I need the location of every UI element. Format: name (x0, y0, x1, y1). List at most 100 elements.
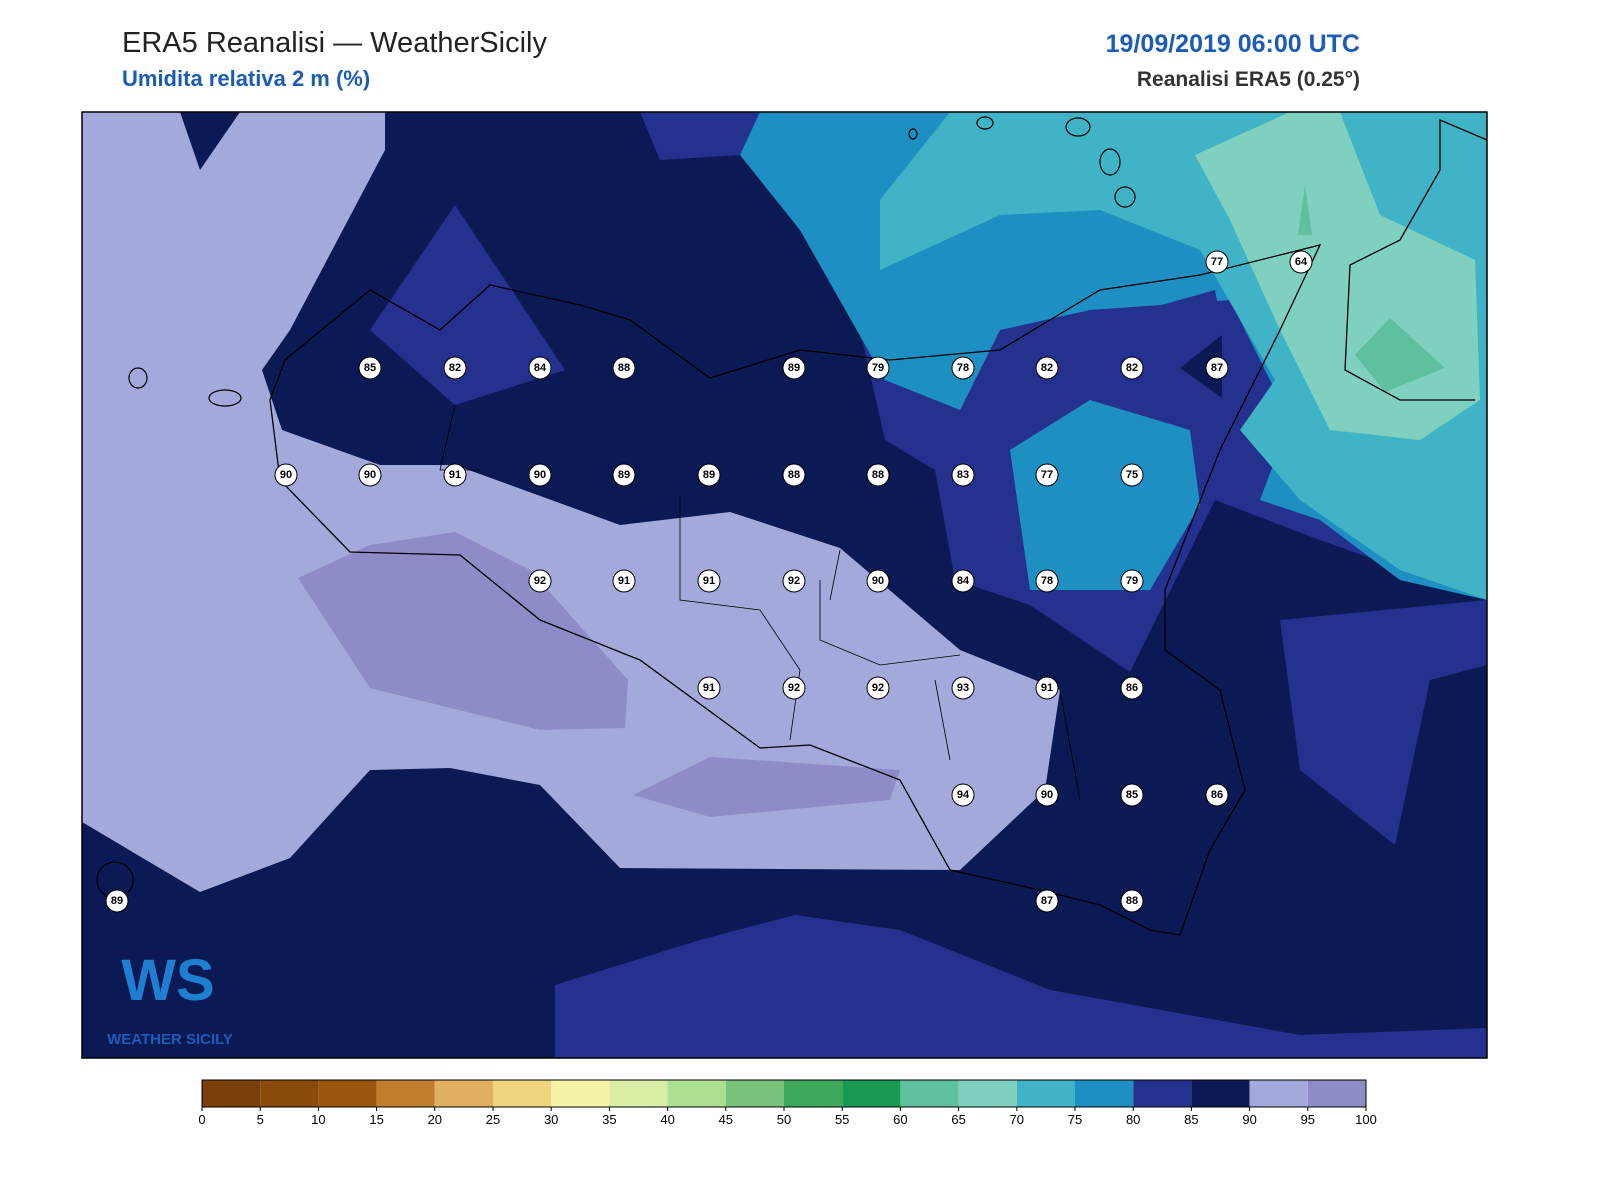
station-marker (697, 569, 721, 593)
field (1010, 400, 1200, 590)
datetime: 19/09/2019 06:00 UTC (1106, 30, 1360, 58)
colorbar-tick-label: 30 (544, 1112, 558, 1127)
station-marker (866, 569, 890, 593)
colorbar-tick-label: 100 (1355, 1112, 1377, 1127)
coastline (269, 119, 1487, 936)
station-value: 78 (1041, 575, 1053, 587)
colorbar-segment (667, 1080, 726, 1107)
station-value: 64 (1295, 256, 1308, 268)
station-value: 78 (957, 362, 969, 374)
station-value: 85 (1126, 789, 1138, 801)
station-marker (951, 463, 975, 487)
colorbar-tick-label: 15 (369, 1112, 383, 1127)
colorbar-segment (318, 1080, 377, 1107)
field (1180, 335, 1222, 398)
field (82, 112, 1060, 892)
station-value: 79 (872, 362, 884, 374)
station-marker (782, 676, 806, 700)
station-value: 90 (534, 469, 546, 481)
station-marker (1120, 889, 1144, 913)
station-marker (443, 356, 467, 380)
station-marker (1035, 463, 1059, 487)
colorbar-segment (1307, 1080, 1366, 1107)
colorbar-segment (609, 1080, 668, 1107)
colorbar-segment (551, 1080, 610, 1107)
colorbar-segment (725, 1080, 784, 1107)
station-value: 77 (1041, 469, 1053, 481)
station-value: 90 (364, 469, 376, 481)
station-marker (1289, 250, 1313, 274)
colorbar-tick-label: 35 (602, 1112, 616, 1127)
station-marker (612, 356, 636, 380)
station-value: 90 (872, 575, 884, 587)
subtitle: Umidita relativa 2 m (%) (122, 66, 370, 91)
station-marker (697, 676, 721, 700)
station-value: 89 (703, 469, 715, 481)
station-marker (1035, 569, 1059, 593)
station-value: 77 (1211, 256, 1223, 268)
colorbar-tick-label: 65 (951, 1112, 965, 1127)
station-value: 91 (703, 575, 715, 587)
colorbar-tick-label: 80 (1126, 1112, 1140, 1127)
station-value: 82 (449, 362, 461, 374)
station-marker (612, 569, 636, 593)
station-marker (443, 463, 467, 487)
station-value: 88 (1126, 895, 1138, 907)
station-value: 92 (788, 682, 800, 694)
station-marker (951, 569, 975, 593)
station-marker (274, 463, 298, 487)
station-marker (528, 569, 552, 593)
station-value: 89 (618, 469, 630, 481)
station-value: 85 (364, 362, 376, 374)
colorbar-segment (493, 1080, 552, 1107)
station-marker (1035, 783, 1059, 807)
source: Reanalisi ERA5 (0.25°) (1137, 68, 1360, 91)
colorbar-segment (842, 1080, 901, 1107)
field (1355, 318, 1445, 392)
station-value: 92 (534, 575, 546, 587)
station-marker (358, 463, 382, 487)
station-marker (1035, 356, 1059, 380)
field (1280, 600, 1487, 845)
station-marker (528, 356, 552, 380)
station-value: 82 (1126, 362, 1138, 374)
colorbar-segment (1075, 1080, 1134, 1107)
station-value: 82 (1041, 362, 1053, 374)
field (633, 757, 900, 817)
station-value: 89 (111, 895, 123, 907)
station-value: 90 (280, 469, 292, 481)
station-value: 88 (872, 469, 884, 481)
colorbar-segment (1133, 1080, 1192, 1107)
colorbar-tick-label: 70 (1010, 1112, 1024, 1127)
colorbar-segment (784, 1080, 843, 1107)
station-marker (612, 463, 636, 487)
station-value: 87 (1041, 895, 1053, 907)
stations: 77 64 85 82 84 88 89 79 78 82 82 87 90 90 91 90 89 89 88 88… (105, 250, 1313, 913)
colorbar-segment (900, 1080, 959, 1107)
station-marker (1120, 463, 1144, 487)
station-marker (1120, 356, 1144, 380)
islands (96, 116, 1136, 899)
station-marker (782, 463, 806, 487)
province-borders (439, 404, 1081, 801)
station-marker (866, 356, 890, 380)
colorbar-segment (434, 1080, 493, 1107)
colorbar-segment (1191, 1080, 1250, 1107)
logo-mark: WS (121, 948, 214, 1013)
station-marker (358, 356, 382, 380)
colorbar-tick-label: 95 (1301, 1112, 1315, 1127)
colorbar-segment (1249, 1080, 1308, 1107)
station-marker (528, 463, 552, 487)
colorbar-segment (1016, 1080, 1075, 1107)
station-value: 84 (534, 362, 547, 374)
station-value: 90 (1041, 789, 1053, 801)
colorbar-tick-label: 50 (777, 1112, 791, 1127)
station-value: 88 (788, 469, 800, 481)
station-value: 92 (872, 682, 884, 694)
station-marker (951, 356, 975, 380)
station-marker (1205, 356, 1229, 380)
station-marker (1035, 676, 1059, 700)
station-marker (1120, 676, 1144, 700)
colorbar-segment (202, 1080, 261, 1107)
